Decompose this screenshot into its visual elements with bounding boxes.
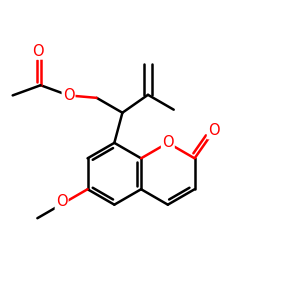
Text: O: O [32, 44, 44, 59]
Text: O: O [56, 194, 68, 209]
Text: O: O [63, 88, 74, 103]
Text: O: O [208, 123, 220, 138]
Text: O: O [162, 135, 174, 150]
